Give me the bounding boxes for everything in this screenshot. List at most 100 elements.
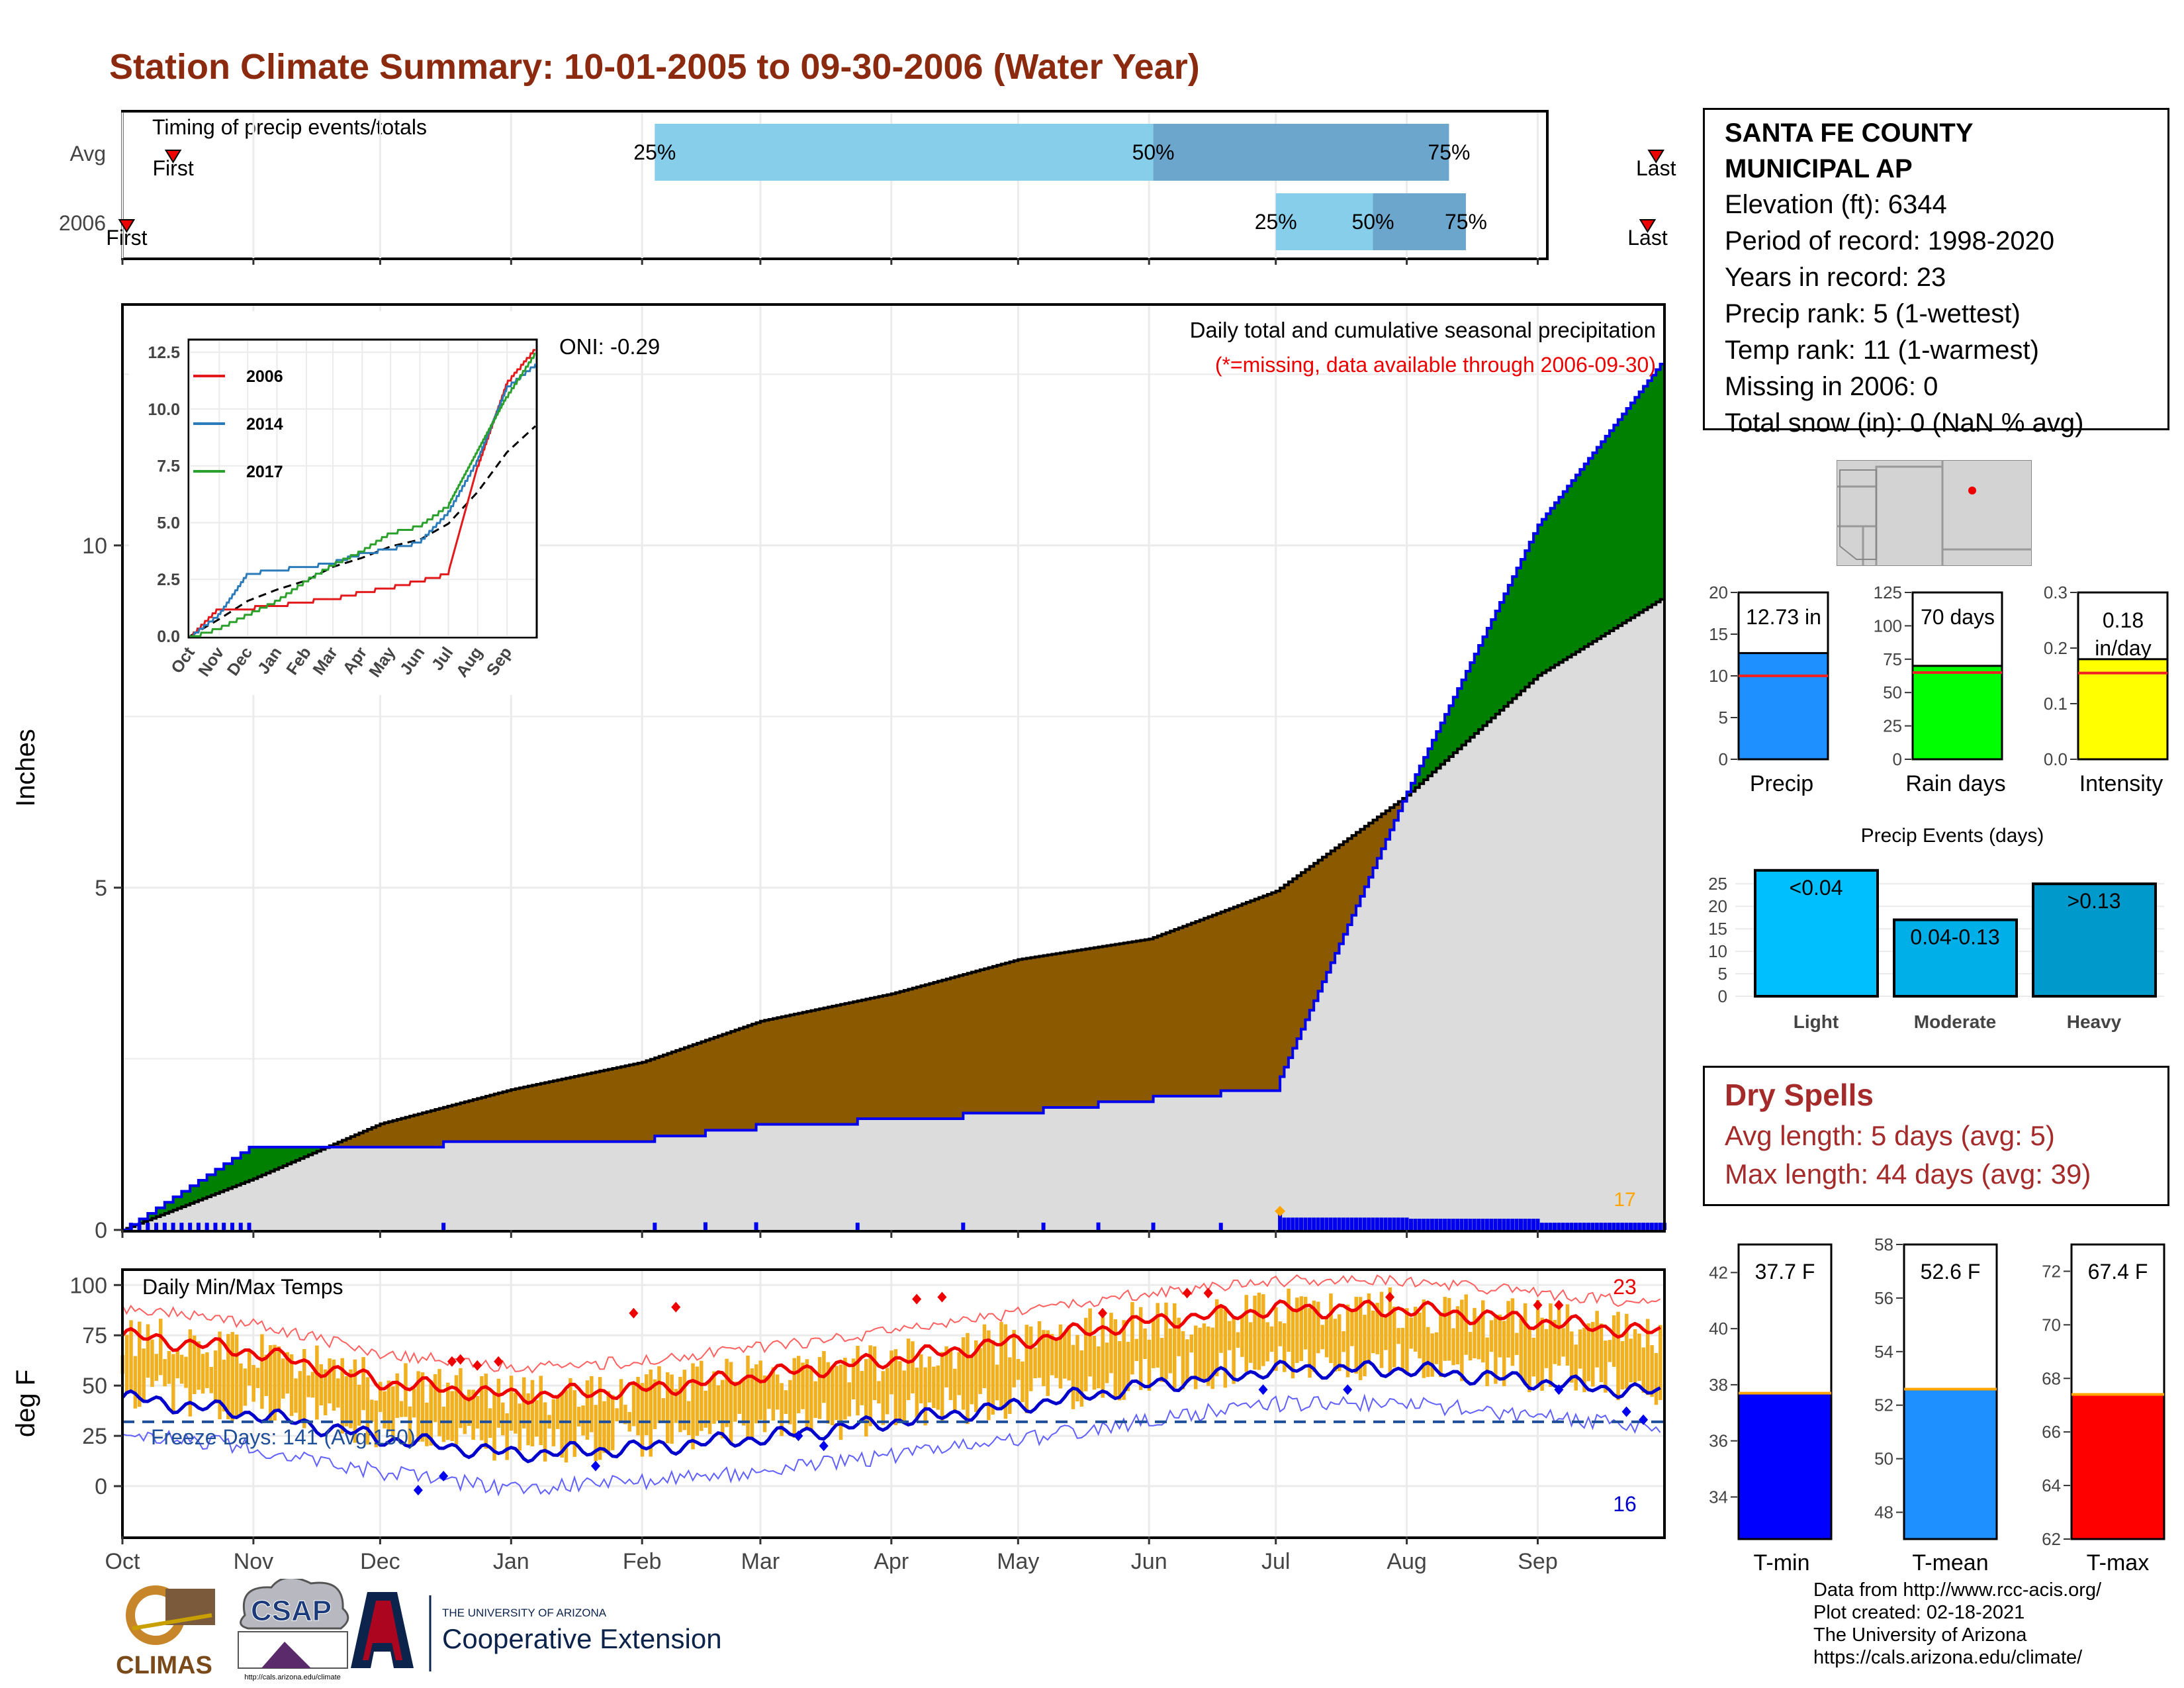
daily-precip-bar <box>1531 1219 1536 1230</box>
logos: CLIMAS CSAP http://cals.arizona.edu/clim… <box>116 1579 722 1681</box>
daily-temp-bar <box>932 1366 936 1409</box>
precip-frame <box>121 303 1666 1233</box>
daily-temp-bar <box>733 1382 737 1422</box>
daily-temp-bar <box>484 1374 488 1449</box>
daily-temp-bar <box>230 1332 234 1421</box>
daily-temp-bar <box>310 1372 315 1398</box>
daily-temp-bar <box>1138 1307 1143 1390</box>
daily-temp-bar <box>463 1395 467 1434</box>
daily-temp-bar <box>1557 1307 1561 1366</box>
timing-pct-label: 75% <box>1428 140 1470 164</box>
timing-pct-label: 50% <box>1352 210 1394 234</box>
daily-precip-bar <box>1375 1217 1379 1230</box>
daily-temp-bar <box>1219 1304 1223 1353</box>
daily-precip-bar <box>1358 1217 1363 1230</box>
daily-temp-bar <box>496 1378 501 1428</box>
daily-precip-bar <box>1041 1222 1046 1230</box>
timing-bar-25-50 <box>1275 193 1373 250</box>
daily-temp-bar <box>370 1399 374 1423</box>
summary-ytick-label: 25 <box>1883 716 1902 736</box>
daily-temp-bar <box>750 1368 754 1438</box>
daily-temp-bar <box>1303 1297 1308 1350</box>
tbar-ytick-label: 54 <box>1874 1342 1893 1362</box>
month-label: Feb <box>623 1549 662 1574</box>
daily-temp-bar <box>839 1364 843 1440</box>
daily-temp-bar <box>982 1324 987 1389</box>
daily-temp-bar <box>877 1381 881 1404</box>
daily-temp-bar <box>788 1380 792 1425</box>
summary-value-rain_days: 70 days <box>1921 605 1995 629</box>
daily-temp-bar <box>344 1376 349 1427</box>
summary-ytick-label: 0.1 <box>2044 694 2068 714</box>
daily-temp-bar <box>446 1382 450 1440</box>
daily-temp-bar <box>674 1389 678 1423</box>
inset-ytick-label: 12.5 <box>148 344 180 362</box>
daily-temp-bar <box>264 1354 269 1396</box>
events-ytick-label: 5 <box>1718 964 1727 984</box>
station-period: Period of record: 1998-2020 <box>1725 226 2055 256</box>
daily-precip-bar <box>179 1223 184 1230</box>
daily-temp-bar <box>1375 1302 1379 1354</box>
summary-ytick-label: 0.0 <box>2044 749 2068 769</box>
timing-label: Timing of precip events/totals <box>152 115 427 139</box>
daily-temp-bar <box>1455 1306 1460 1365</box>
daily-temp-bar <box>1181 1331 1185 1389</box>
daily-temp-bar <box>881 1371 886 1425</box>
daily-precip-bar <box>1451 1219 1455 1230</box>
daily-precip-bar <box>1506 1219 1510 1230</box>
daily-temp-bar <box>805 1359 809 1428</box>
daily-temp-bar <box>1016 1359 1021 1380</box>
daily-temp-bar <box>1003 1324 1008 1419</box>
daily-temp-bar <box>1130 1301 1134 1375</box>
temp-ytick-label: 25 <box>82 1424 107 1449</box>
daily-precip-bar <box>1151 1222 1156 1230</box>
daily-precip-bar <box>154 1223 159 1230</box>
daily-temp-bar <box>999 1322 1003 1408</box>
credit-created: Plot created: 02-18-2021 <box>1813 1602 2025 1623</box>
daily-temp-bar <box>1612 1315 1616 1367</box>
daily-precip-bar <box>222 1223 226 1230</box>
daily-precip-bar <box>1383 1217 1388 1230</box>
daily-temp-bar <box>915 1368 919 1421</box>
daily-temp-bar <box>1278 1321 1283 1346</box>
record-min-line <box>122 1393 1661 1497</box>
record-high-marker <box>447 1356 457 1367</box>
daily-temp-bar <box>1308 1307 1312 1378</box>
daily-temp-bar <box>429 1380 433 1446</box>
timing-pct-label: 25% <box>633 140 676 164</box>
tbar-ytick-label: 34 <box>1709 1487 1728 1507</box>
month-label: Sep <box>1518 1549 1558 1574</box>
daily-temp-bar <box>1460 1299 1464 1382</box>
daily-temp-bar <box>762 1375 767 1432</box>
daily-precip-bar <box>1624 1223 1629 1230</box>
daily-temp-bar <box>1363 1315 1367 1377</box>
daily-temp-bar <box>1248 1322 1253 1363</box>
daily-temp-bar <box>1012 1330 1016 1387</box>
daily-temp-bar <box>564 1389 569 1463</box>
record-high-marker <box>494 1356 504 1367</box>
daily-precip-bar <box>1328 1217 1333 1230</box>
credit-url: https://cals.arizona.edu/climate/ <box>1813 1647 2083 1668</box>
inset-legend-label: 2017 <box>246 463 283 481</box>
daily-temp-bar <box>1426 1327 1430 1378</box>
daily-temp-bar <box>944 1346 948 1387</box>
daily-temp-bar <box>856 1346 860 1416</box>
daily-temp-bar <box>1324 1316 1329 1358</box>
station-name-line1: SANTA FE COUNTY <box>1725 118 1974 148</box>
daily-precip-bar <box>855 1223 860 1230</box>
summary-ytick-label: 0 <box>1719 749 1728 769</box>
daily-temp-bar <box>1523 1303 1527 1385</box>
daily-temp-bar <box>146 1324 150 1378</box>
daily-temp-bar <box>387 1380 391 1432</box>
chart-title: Station Climate Summary: 10-01-2005 to 0… <box>109 47 1200 87</box>
tbar-value-tmax: 67.4 F <box>2088 1260 2148 1284</box>
daily-temp-bar <box>631 1383 636 1427</box>
daily-precip-bar <box>1282 1217 1287 1230</box>
inset-series-line-2014 <box>190 363 537 637</box>
daily-precip-bar <box>1603 1223 1608 1230</box>
daily-temp-bar <box>1257 1292 1261 1370</box>
record-high-marker <box>1097 1307 1107 1319</box>
daily-temp-bar <box>1473 1307 1477 1358</box>
daily-temp-bar <box>1515 1333 1519 1355</box>
daily-temp-bar <box>817 1357 822 1419</box>
